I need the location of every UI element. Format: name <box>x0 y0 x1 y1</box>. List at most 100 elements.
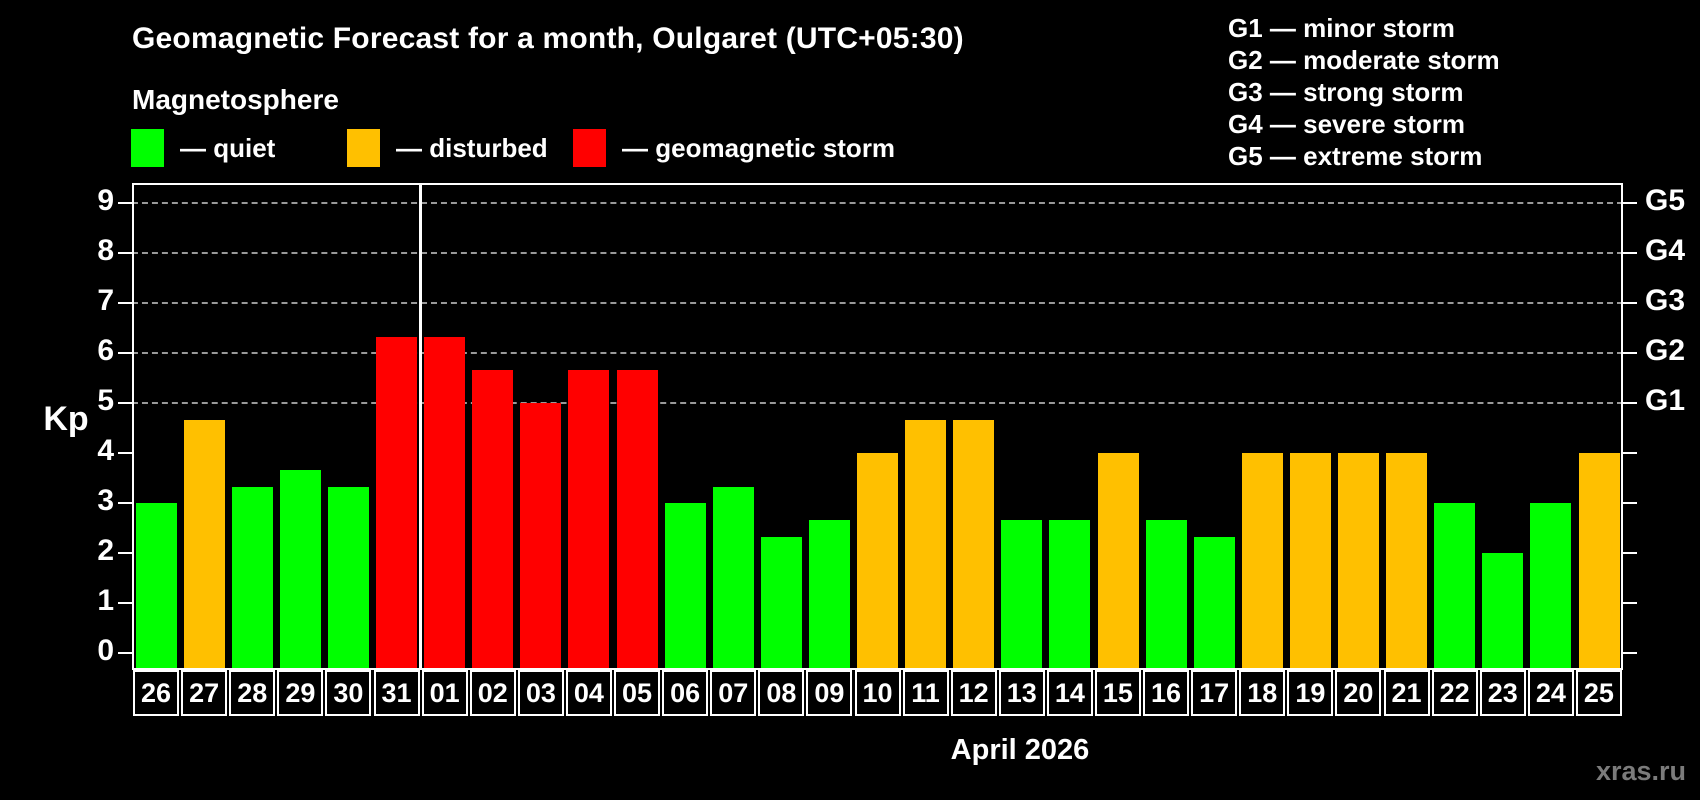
bar-day-26 <box>135 503 177 670</box>
date-box-23: 23 <box>1479 670 1526 716</box>
bar-day-22 <box>1434 503 1476 670</box>
left-tick-4 <box>118 452 132 454</box>
legend-item-disturbed: — disturbed <box>347 128 548 168</box>
right-tick-6 <box>1623 352 1637 354</box>
gridline-kp9 <box>132 202 1623 204</box>
date-box-24: 24 <box>1527 670 1574 716</box>
storm-swatch-icon <box>573 129 606 167</box>
legend-label-quiet: — quiet <box>180 132 276 163</box>
bar-day-28 <box>231 486 273 670</box>
x-axis-title: April 2026 <box>950 734 1090 766</box>
y-tick-label-9: 9 <box>97 184 114 217</box>
right-tick-7 <box>1623 302 1637 304</box>
date-box-16: 16 <box>1143 670 1190 716</box>
g-legend-line-g3: G3 — strong storm <box>1228 77 1464 107</box>
date-box-10: 10 <box>854 670 901 716</box>
y-tick-label-6: 6 <box>97 334 114 367</box>
bar-day-15 <box>1097 453 1139 670</box>
date-box-14: 14 <box>1046 670 1093 716</box>
bar-day-07 <box>712 486 754 670</box>
g-label-g2: G2 <box>1645 334 1686 367</box>
date-box-20: 20 <box>1335 670 1382 716</box>
date-box-28: 28 <box>229 670 276 716</box>
bar-day-13 <box>1001 519 1043 670</box>
bar-day-24 <box>1530 503 1572 670</box>
g-legend-line-g4: G4 — severe storm <box>1228 109 1466 139</box>
bar-day-27 <box>183 419 225 670</box>
right-tick-3 <box>1623 502 1637 504</box>
left-tick-5 <box>118 402 132 404</box>
bar-day-01 <box>424 336 466 670</box>
date-box-02: 02 <box>469 670 516 716</box>
bar-day-19 <box>1289 453 1331 670</box>
g-label-g4: G4 <box>1645 234 1686 267</box>
right-tick-0 <box>1623 652 1637 654</box>
date-box-13: 13 <box>998 670 1045 716</box>
bar-day-09 <box>808 519 850 670</box>
gridline-kp5 <box>132 402 1623 404</box>
date-box-17: 17 <box>1191 670 1238 716</box>
date-box-18: 18 <box>1239 670 1286 716</box>
date-box-04: 04 <box>565 670 612 716</box>
left-tick-8 <box>118 252 132 254</box>
gridline-kp6 <box>132 352 1623 354</box>
g-scale-legend: G1 — minor storm G2 — moderate storm G3 … <box>1228 12 1500 172</box>
y-tick-label-0: 0 <box>97 634 114 667</box>
g-label-g5: G5 <box>1645 184 1686 217</box>
bar-day-23 <box>1482 553 1524 670</box>
bar-day-31 <box>376 336 417 670</box>
legend-item-storm: — geomagnetic storm <box>573 128 895 168</box>
left-tick-7 <box>118 302 132 304</box>
y-tick-label-3: 3 <box>97 484 114 517</box>
legend-label-storm: — geomagnetic storm <box>622 132 896 163</box>
date-box-27: 27 <box>181 670 228 716</box>
bar-day-14 <box>1049 519 1091 670</box>
bar-day-11 <box>905 419 947 670</box>
right-tick-4 <box>1623 452 1637 454</box>
date-box-12: 12 <box>950 670 997 716</box>
date-box-09: 09 <box>806 670 853 716</box>
bar-day-04 <box>568 369 610 670</box>
right-tick-5 <box>1623 402 1637 404</box>
bar-day-29 <box>279 469 321 670</box>
date-box-22: 22 <box>1431 670 1478 716</box>
bar-day-18 <box>1241 453 1283 670</box>
bar-day-10 <box>857 453 898 670</box>
right-tick-8 <box>1623 252 1637 254</box>
bar-day-25 <box>1578 453 1620 670</box>
bar-day-20 <box>1338 453 1379 670</box>
date-box-30: 30 <box>325 670 372 716</box>
legend-label-disturbed: — disturbed <box>396 132 548 163</box>
bar-day-06 <box>664 503 706 670</box>
legend-item-quiet: — quiet <box>131 128 275 168</box>
left-tick-3 <box>118 502 132 504</box>
y-tick-label-7: 7 <box>97 284 114 317</box>
date-box-08: 08 <box>758 670 805 716</box>
quiet-swatch-icon <box>131 129 164 167</box>
date-box-03: 03 <box>517 670 564 716</box>
gridline-kp8 <box>132 252 1623 254</box>
date-box-26: 26 <box>133 670 180 716</box>
bar-day-17 <box>1193 536 1235 670</box>
watermark: xras.ru <box>1595 756 1686 786</box>
date-box-29: 29 <box>277 670 324 716</box>
y-tick-label-2: 2 <box>97 534 114 567</box>
chart-subtitle: Magnetosphere <box>132 84 339 115</box>
left-tick-2 <box>118 552 132 554</box>
g-legend-line-g5: G5 — extreme storm <box>1228 141 1483 171</box>
date-box-05: 05 <box>614 670 661 716</box>
date-box-21: 21 <box>1383 670 1430 716</box>
date-box-11: 11 <box>902 670 949 716</box>
g-label-g1: G1 <box>1645 384 1686 417</box>
bar-day-02 <box>472 369 514 670</box>
bar-day-12 <box>953 419 995 670</box>
g-label-g3: G3 <box>1645 284 1686 317</box>
left-tick-6 <box>118 352 132 354</box>
bar-day-08 <box>760 536 802 670</box>
right-tick-9 <box>1623 202 1637 204</box>
y-tick-label-5: 5 <box>97 384 114 417</box>
y-axis-title: Kp <box>43 400 89 438</box>
left-tick-1 <box>118 602 132 604</box>
page-title: Geomagnetic Forecast for a month, Oulgar… <box>132 22 964 55</box>
